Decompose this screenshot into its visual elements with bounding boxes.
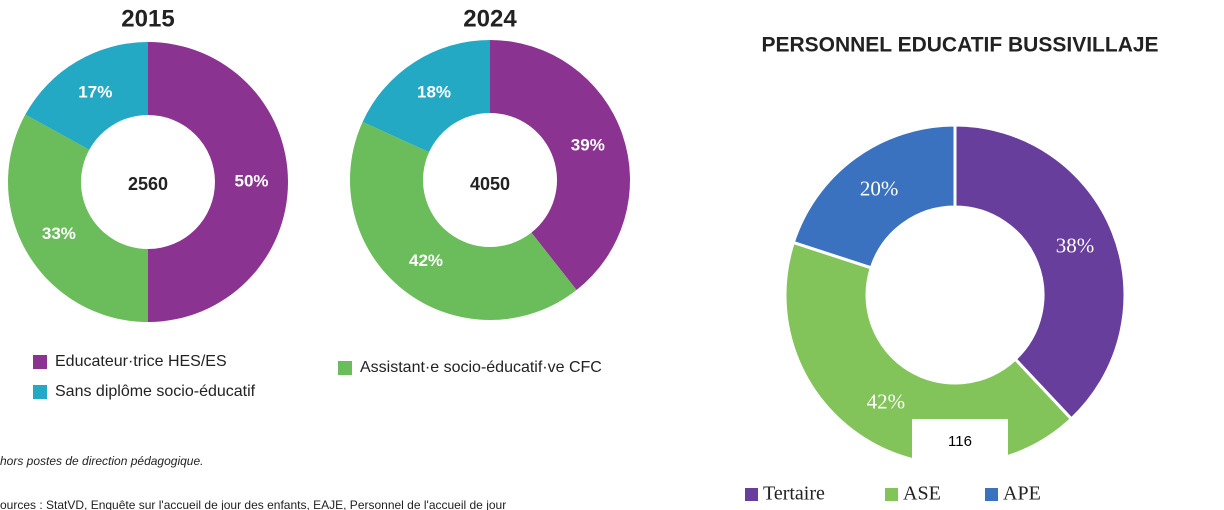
annotation-box	[912, 419, 1008, 465]
legend-swatch	[885, 488, 898, 501]
slice	[8, 114, 149, 322]
chart-title: PERSONNEL EDUCATIF BUSSIVILLAJE	[761, 34, 1158, 57]
legend-swatch	[745, 488, 758, 501]
data-label: 17%	[78, 82, 112, 101]
legend-label: Assistant·e socio-éducatif·ve CFC	[360, 359, 602, 376]
data-label: 50%	[234, 171, 268, 190]
source: ources : StatVD, Enquête sur l'accueil d…	[0, 498, 506, 510]
legend-label: Sans diplôme socio-éducatif	[55, 383, 256, 400]
slice	[953, 123, 1127, 422]
slice	[25, 41, 149, 150]
legend-swatch	[338, 361, 352, 375]
legend-label: APE	[1003, 483, 1041, 505]
data-label: 38%	[1056, 233, 1095, 257]
legend-swatch	[33, 355, 47, 369]
center-label: 4050	[470, 174, 510, 194]
center-label: 2560	[128, 174, 168, 194]
data-label: 42%	[867, 390, 906, 414]
slice	[791, 123, 957, 270]
chart-title: 2024	[463, 5, 517, 32]
footnote: hors postes de direction pédagogique.	[0, 454, 203, 468]
annotation: 116	[948, 433, 972, 450]
data-label: 39%	[571, 136, 605, 155]
legend-label: Educateur·trice HES/ES	[55, 353, 227, 370]
legend-swatch	[985, 488, 998, 501]
legend-swatch	[33, 385, 47, 399]
chart-title: 2015	[121, 5, 174, 32]
slice	[362, 40, 490, 153]
slice	[148, 42, 288, 322]
data-label: 20%	[860, 176, 899, 200]
data-label: 33%	[42, 224, 76, 243]
slice	[490, 40, 630, 291]
data-label: 18%	[417, 82, 451, 101]
legend-label: ASE	[903, 483, 941, 505]
slice	[350, 121, 577, 320]
data-label: 42%	[409, 251, 443, 270]
legend-label: Tertaire	[763, 483, 825, 505]
